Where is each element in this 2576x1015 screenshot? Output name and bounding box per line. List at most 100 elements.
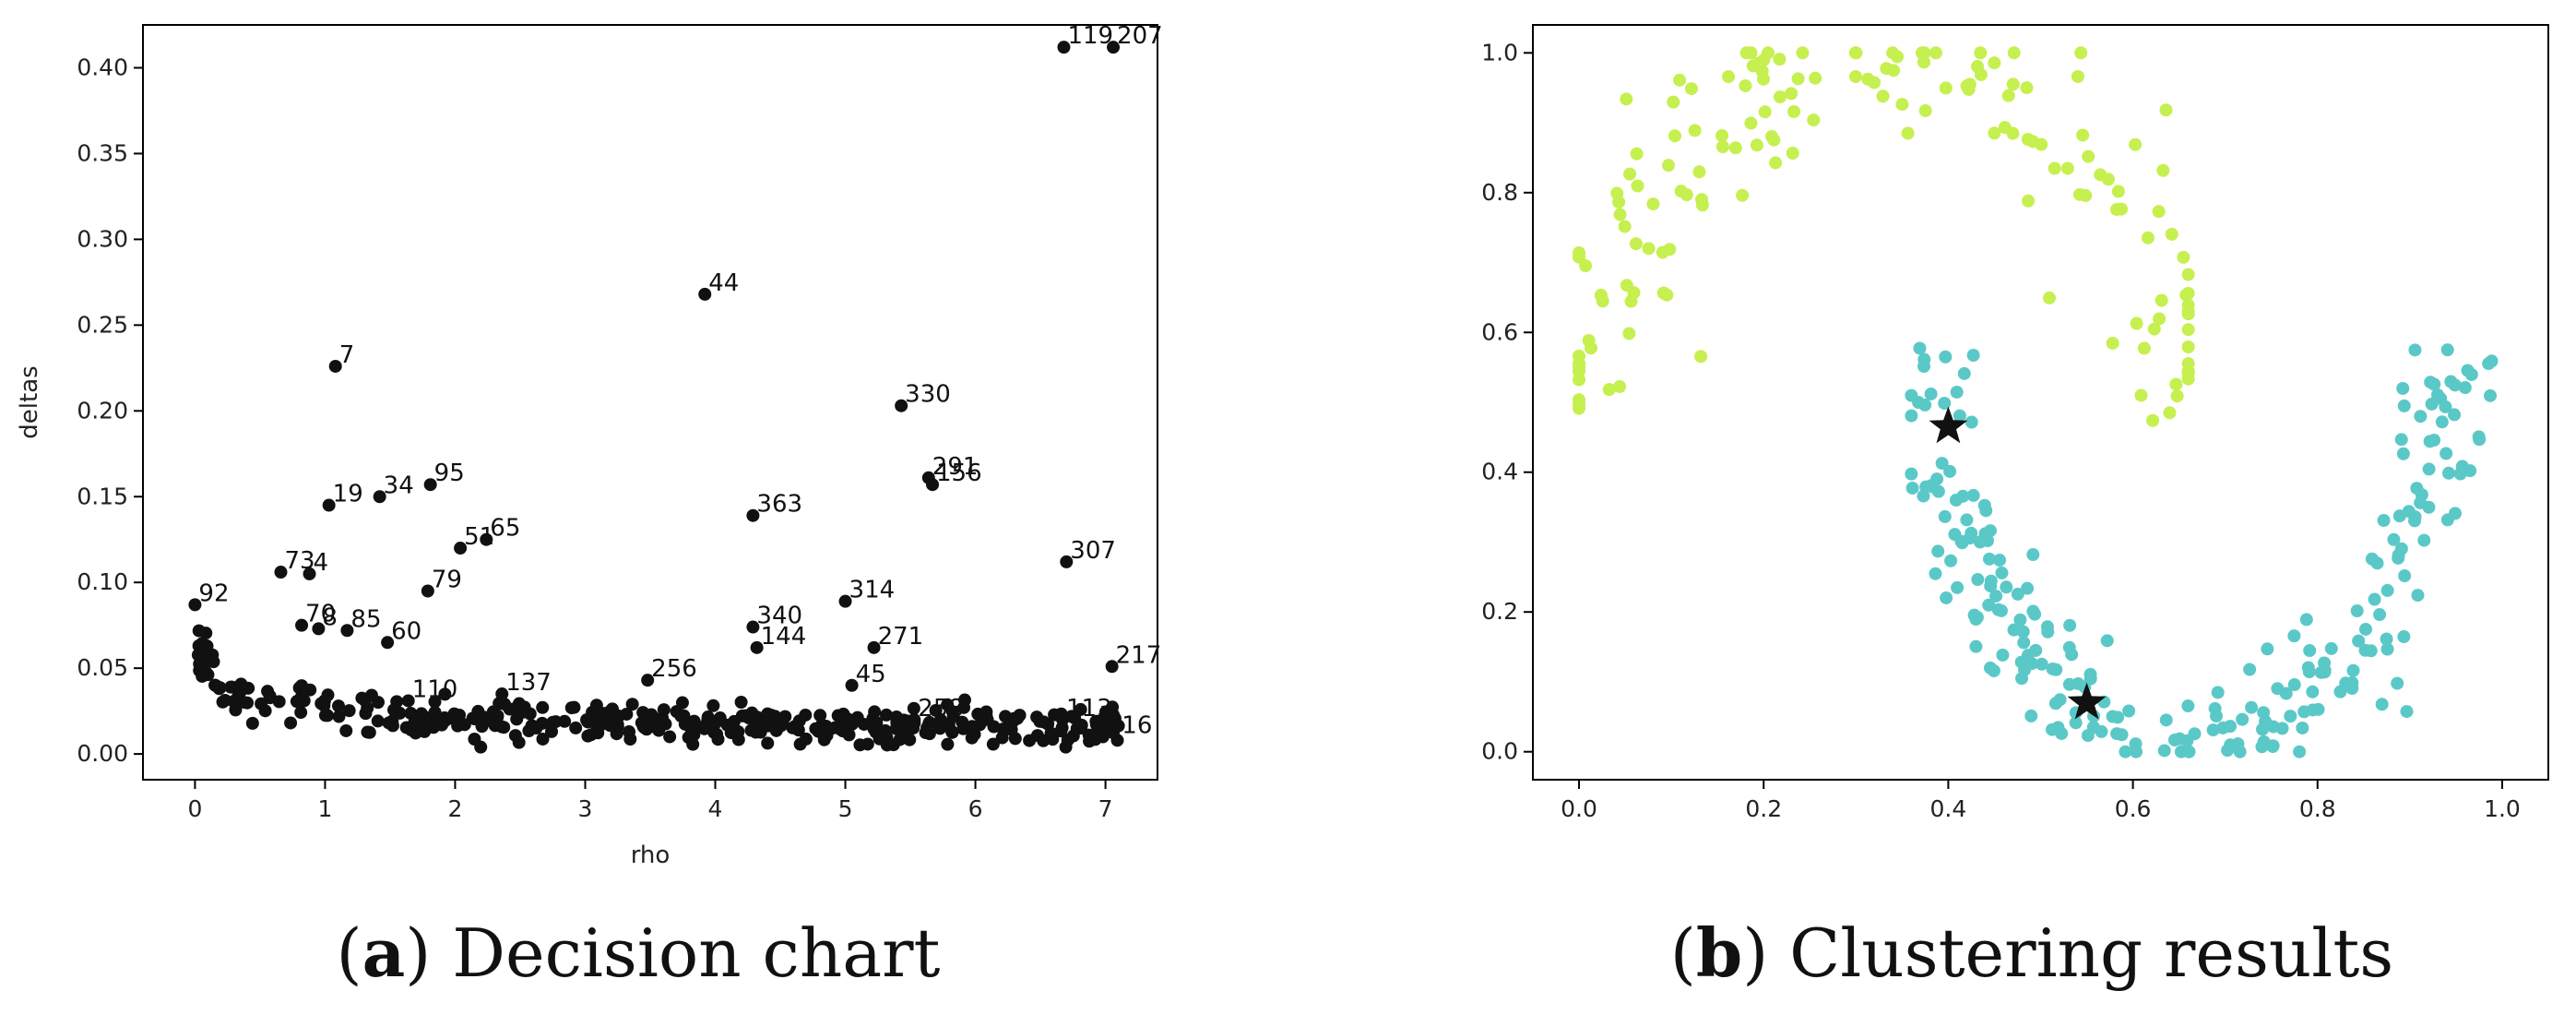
cluster-1-point: [1582, 333, 1596, 347]
cluster-2-point: [2458, 381, 2472, 395]
cluster-1-point: [1631, 179, 1644, 193]
cluster-2-point: [2439, 400, 2452, 413]
point-label: 65: [490, 515, 520, 543]
cluster-1-point: [2141, 231, 2155, 245]
cluster-1-point: [2130, 316, 2143, 330]
cluster-2-point: [2245, 700, 2259, 714]
labeled-data-point: [746, 620, 760, 634]
labeled-data-point: [1105, 660, 1119, 674]
cluster-2-point: [2216, 721, 2230, 734]
cluster-2-point: [2387, 532, 2401, 546]
cluster-2-point: [1971, 573, 1985, 587]
cluster-2-point: [2266, 739, 2280, 753]
data-point: [372, 696, 386, 710]
cluster-2-point: [2417, 533, 2431, 547]
cluster-2-point: [2284, 710, 2297, 723]
point-label: 314: [849, 577, 896, 604]
cluster-2-point: [2391, 676, 2404, 690]
cluster-2-point: [2266, 720, 2280, 734]
data-point: [995, 731, 1009, 745]
cluster-1-point: [1613, 379, 1627, 393]
labeled-data-point: [340, 624, 354, 638]
point-label: 113: [1066, 695, 1112, 722]
cluster-2-point: [2301, 661, 2315, 675]
cluster-2-point: [2352, 634, 2366, 648]
cluster-1-point: [2020, 81, 2034, 95]
cluster-2-point: [2017, 636, 2031, 650]
labeled-data-point: [454, 542, 468, 555]
cluster-1-point: [2153, 312, 2166, 326]
cluster-2-point: [2380, 583, 2394, 597]
cluster-1-point: [1695, 193, 1709, 207]
cluster-1-point: [2155, 293, 2168, 307]
point-label: 307: [1070, 537, 1116, 565]
cluster-1-point: [1886, 46, 1900, 60]
cluster-2-point: [2048, 697, 2062, 710]
cluster-1-point: [2109, 202, 2123, 216]
decision-chart: 0 1 2 3 4 5 6 70.000.050.100.150.200.250.300.35…: [16, 22, 1163, 869]
cluster-2-point: [1931, 544, 1945, 558]
point-label: 330: [905, 381, 951, 409]
labeled-data-point: [328, 359, 342, 373]
labeled-data-point: [421, 584, 434, 598]
data-point: [720, 718, 734, 732]
data-point: [922, 717, 936, 731]
data-point: [590, 722, 604, 735]
data-point: [318, 709, 332, 722]
cluster-1-point: [2129, 137, 2143, 151]
data-point: [558, 714, 572, 728]
y-tick-label: 0.6: [1481, 318, 1518, 345]
cluster-1-point: [1715, 128, 1729, 142]
cluster-2-point: [2414, 410, 2428, 424]
data-point: [339, 723, 353, 737]
data-point: [686, 737, 700, 751]
data-point: [332, 710, 346, 723]
data-point: [508, 729, 522, 743]
cluster-2-point: [2210, 710, 2224, 723]
cluster-2-point: [1955, 536, 1969, 550]
data-point: [761, 707, 775, 721]
data-point: [224, 680, 238, 694]
cluster-2-point: [2303, 644, 2317, 658]
cluster-1-point: [1629, 237, 1643, 251]
cluster-2-point: [2428, 377, 2441, 391]
data-point: [734, 695, 748, 709]
cluster-1-point: [1755, 65, 1769, 78]
cluster-2-point: [2394, 433, 2408, 447]
cluster-2-point: [1994, 603, 2008, 617]
point-label: 207: [1117, 22, 1163, 50]
cluster-2-point: [2000, 580, 2013, 594]
cluster-1-point: [1807, 113, 1821, 127]
y-tick-label: 0.10: [77, 568, 128, 595]
data-point: [355, 691, 369, 705]
cluster-2-point: [1935, 457, 1949, 471]
cluster-2-point: [1905, 467, 1918, 481]
point-label: 79: [432, 567, 462, 594]
cluster-2-point: [2024, 709, 2038, 722]
data-point: [393, 706, 407, 720]
cluster-1-point: [2169, 377, 2183, 391]
data-point: [866, 711, 880, 725]
cluster-1-point: [1573, 349, 1586, 363]
cluster-2-point: [2211, 686, 2225, 699]
cluster-1-point: [1667, 95, 1680, 109]
data-point: [457, 718, 471, 732]
x-axis-label: rho: [631, 842, 671, 869]
y-tick-label: 0.00: [77, 740, 128, 767]
cluster-1-point: [1758, 105, 1772, 119]
cluster-2-point: [2086, 721, 2100, 734]
point-label: 85: [350, 605, 381, 633]
y-tick-label: 0.20: [77, 397, 128, 424]
y-tick-label: 0.25: [77, 311, 128, 338]
cluster-2-point: [1953, 409, 1966, 423]
labeled-data-point: [423, 478, 437, 492]
cluster-1-point: [2163, 406, 2177, 420]
data-point: [581, 729, 595, 743]
cluster-1-point: [2082, 149, 2095, 163]
data-point: [761, 736, 775, 750]
x-tick-label: 0.4: [1930, 795, 1967, 822]
data-point: [933, 722, 947, 735]
cluster-2-point: [2173, 732, 2187, 746]
cluster-2-point: [2396, 447, 2410, 460]
cluster-1-point: [1761, 46, 1775, 60]
